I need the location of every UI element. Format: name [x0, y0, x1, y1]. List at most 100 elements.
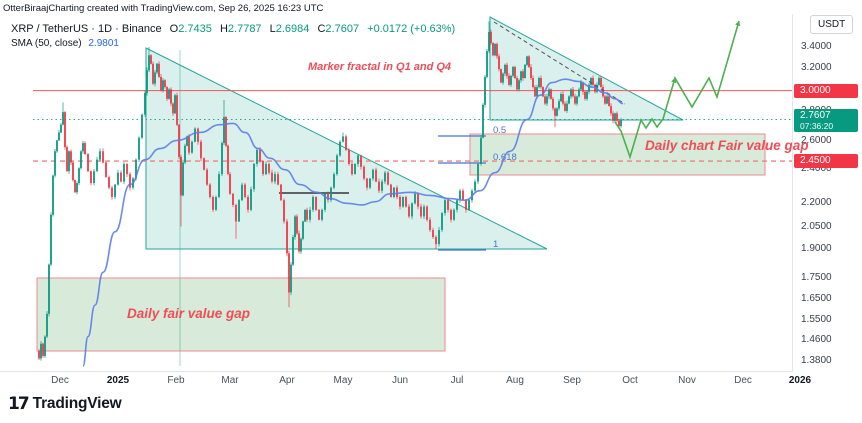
candle-body[interactable] — [99, 151, 101, 160]
candle-body[interactable] — [194, 128, 196, 142]
candle-body[interactable] — [66, 147, 68, 172]
candle-body[interactable] — [259, 149, 261, 162]
candle-body[interactable] — [156, 63, 158, 73]
candle-body[interactable] — [315, 196, 317, 210]
candle-body[interactable] — [68, 151, 70, 172]
candle-body[interactable] — [456, 200, 458, 210]
sma-indicator-row[interactable]: SMA (50, close) 2.9801 — [11, 38, 119, 49]
candle-body[interactable] — [90, 171, 92, 184]
candle-body[interactable] — [280, 184, 282, 201]
candle-body[interactable] — [135, 159, 137, 179]
candle-body[interactable] — [215, 196, 217, 210]
candle-body[interactable] — [294, 216, 296, 238]
time-axis[interactable]: Dec 2025 Feb Mar Apr May Jun Jul Aug Sep Oct Nov Dec… — [0, 372, 811, 392]
candle-body[interactable] — [229, 174, 231, 194]
candle-body[interactable] — [441, 213, 443, 231]
candle-body[interactable] — [82, 143, 84, 152]
candle-body[interactable] — [223, 117, 225, 144]
candle-body[interactable] — [568, 96, 570, 104]
candle-body[interactable] — [542, 87, 544, 97]
candle-body[interactable] — [516, 78, 518, 90]
candle-body[interactable] — [203, 158, 205, 170]
candle-body[interactable] — [330, 187, 332, 201]
candle-body[interactable] — [296, 216, 298, 234]
candle-body[interactable] — [384, 172, 386, 182]
candle-body[interactable] — [38, 351, 40, 359]
candle-body[interactable] — [238, 200, 240, 222]
candle-body[interactable] — [566, 103, 568, 111]
candle-body[interactable] — [54, 151, 56, 176]
candle-body[interactable] — [502, 73, 504, 83]
candle-body[interactable] — [429, 219, 431, 231]
candle-body[interactable] — [522, 71, 524, 79]
candle-body[interactable] — [390, 184, 392, 197]
candle-body[interactable] — [206, 169, 208, 185]
candle-body[interactable] — [387, 172, 389, 185]
candle-body[interactable] — [44, 336, 46, 356]
candle-body[interactable] — [378, 181, 380, 191]
candle-body[interactable] — [578, 89, 580, 97]
candle-body[interactable] — [56, 140, 58, 152]
candle-body[interactable] — [484, 76, 486, 105]
candle-body[interactable] — [58, 132, 60, 141]
candle-body[interactable] — [345, 136, 347, 150]
candle-body[interactable] — [492, 42, 494, 56]
projection-arrowhead[interactable] — [735, 21, 741, 27]
candle-body[interactable] — [554, 108, 556, 116]
candle-body[interactable] — [582, 82, 584, 92]
candle-body[interactable] — [536, 87, 538, 97]
candle-body[interactable] — [225, 117, 227, 146]
candle-body[interactable] — [435, 237, 437, 245]
candle-body[interactable] — [618, 120, 620, 126]
candle-body[interactable] — [144, 92, 146, 115]
candle-body[interactable] — [265, 163, 267, 175]
candle-body[interactable] — [498, 56, 500, 70]
candle-body[interactable] — [342, 136, 344, 142]
q4-descending-triangle[interactable] — [489, 16, 684, 121]
candle-body[interactable] — [510, 75, 512, 85]
candle-body[interactable] — [544, 96, 546, 104]
candle-body[interactable] — [369, 178, 371, 188]
candle-body[interactable] — [432, 230, 434, 238]
candle-body[interactable] — [474, 181, 476, 191]
candle-body[interactable] — [602, 87, 604, 97]
candle-body[interactable] — [324, 193, 326, 210]
candle-body[interactable] — [590, 78, 592, 85]
candle-body[interactable] — [120, 172, 122, 182]
candle-body[interactable] — [306, 209, 308, 220]
candle-body[interactable] — [209, 184, 211, 197]
candle-body[interactable] — [186, 136, 188, 146]
candle-body[interactable] — [538, 78, 540, 88]
sma-line[interactable] — [82, 78, 624, 367]
candle-body[interactable] — [62, 112, 64, 125]
candle-body[interactable] — [286, 221, 288, 254]
candle-body[interactable] — [354, 163, 356, 175]
candle-body[interactable] — [146, 70, 148, 93]
candle-body[interactable] — [227, 145, 229, 175]
candle-body[interactable] — [244, 184, 246, 197]
candle-body[interactable] — [176, 95, 178, 125]
candle-body[interactable] — [459, 190, 461, 201]
candle-body[interactable] — [84, 143, 86, 155]
candle-body[interactable] — [399, 196, 401, 207]
candle-body[interactable] — [534, 87, 536, 97]
candle-body[interactable] — [188, 136, 190, 153]
candle-body[interactable] — [576, 96, 578, 104]
candle-body[interactable] — [598, 78, 600, 85]
candle-body[interactable] — [283, 200, 285, 222]
candle-body[interactable] — [48, 264, 50, 314]
candle-body[interactable] — [616, 113, 618, 121]
candle-body[interactable] — [138, 137, 140, 160]
candle-body[interactable] — [117, 172, 119, 185]
candle-body[interactable] — [232, 193, 234, 205]
candle-body[interactable] — [528, 56, 530, 68]
candle-body[interactable] — [572, 89, 574, 97]
candle-body[interactable] — [72, 162, 74, 181]
price-axis[interactable]: 3.40003.20002.80002.60002.40002.20002.05… — [793, 14, 862, 371]
candle-body[interactable] — [381, 181, 383, 191]
candle-body[interactable] — [393, 187, 395, 197]
projection-zigzag[interactable] — [614, 20, 740, 160]
candle-body[interactable] — [333, 174, 335, 188]
candle-body[interactable] — [96, 159, 98, 172]
candle-body[interactable] — [158, 63, 160, 77]
